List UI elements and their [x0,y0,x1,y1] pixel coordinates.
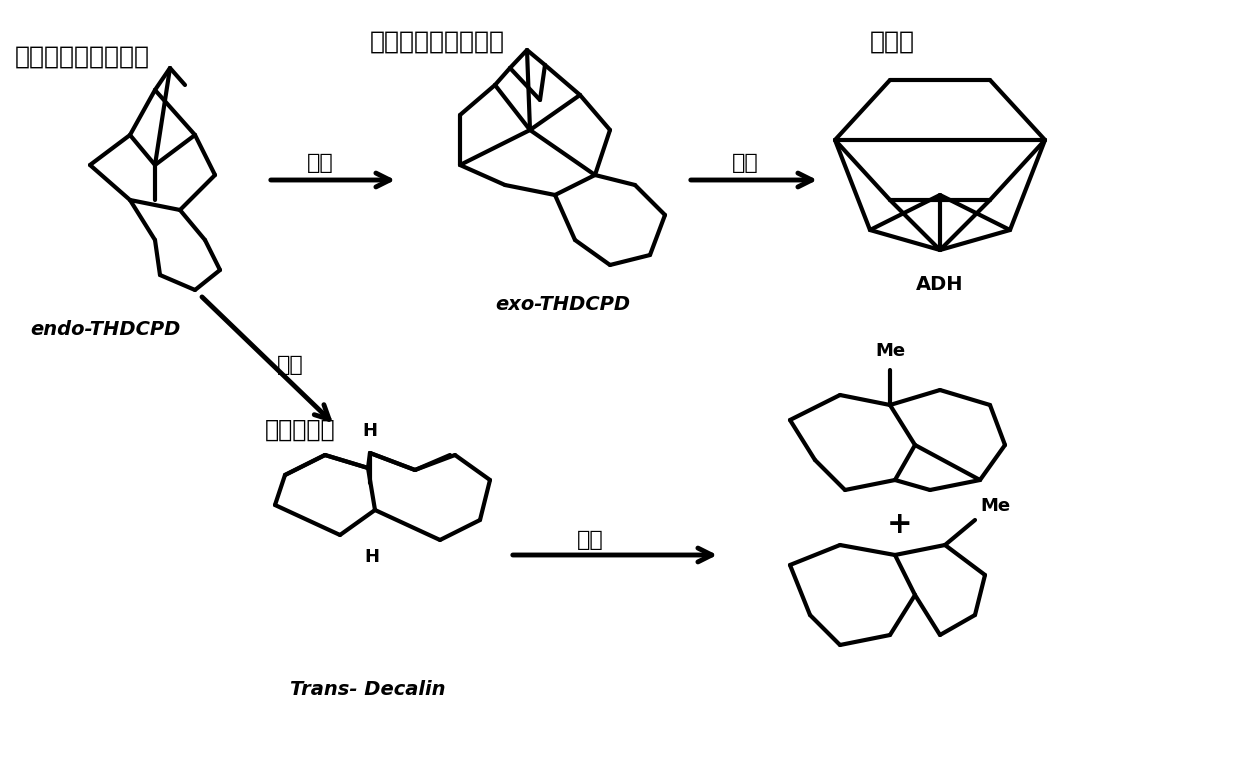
Text: 异构: 异构 [306,153,334,173]
Text: 异构: 异构 [732,153,759,173]
Text: Me: Me [875,342,905,360]
Text: 异构: 异构 [577,530,604,550]
Text: Me: Me [980,497,1011,515]
Text: Trans- Decalin: Trans- Decalin [290,680,445,699]
Text: H: H [362,422,377,440]
Text: 金刚烷: 金刚烷 [870,30,915,54]
Text: 反式十氢萘: 反式十氢萘 [264,418,335,442]
Text: endo-THDCPD: endo-THDCPD [30,320,180,339]
Text: ADH: ADH [916,275,963,294]
Text: 桥式四氢双环戊二烯: 桥式四氢双环戊二烯 [15,45,150,69]
Text: 异构: 异构 [277,355,304,375]
Text: H: H [365,548,379,566]
Text: 挂式四氢双环戊二烯: 挂式四氢双环戊二烯 [370,30,505,54]
Text: exo-THDCPD: exo-THDCPD [495,295,630,314]
Text: +: + [887,510,913,539]
